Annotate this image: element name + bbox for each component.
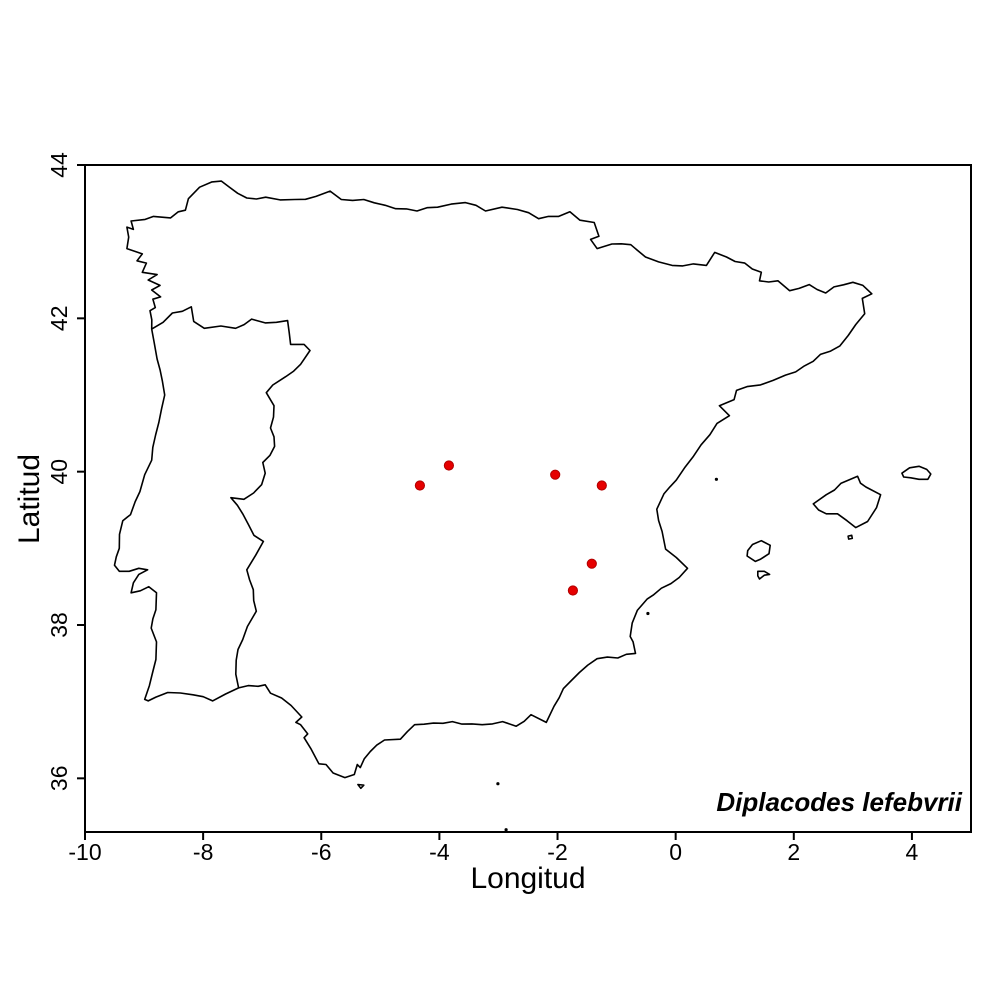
occurrence-point — [443, 460, 454, 471]
y-tick-label: 38 — [46, 612, 72, 638]
portugal-spain-border — [151, 306, 311, 689]
x-tick-label: -8 — [193, 839, 213, 865]
x-tick-label: 4 — [906, 839, 919, 865]
species-annotation: Diplacodes lefebvrii — [716, 787, 962, 817]
coastline-menorca — [901, 465, 932, 481]
y-tick-label: 42 — [46, 306, 72, 332]
coastline-iberia — [113, 180, 873, 779]
occurrence-point — [414, 480, 425, 491]
coastline-mallorca — [812, 475, 882, 529]
x-axis-title: Longitud — [470, 862, 586, 895]
x-tick-label: -2 — [547, 839, 567, 865]
occurrence-point — [596, 480, 607, 491]
y-tick-label: 40 — [46, 459, 72, 485]
y-tick-label: 36 — [46, 766, 72, 792]
islet-mark — [504, 828, 508, 832]
coastline-ibiza — [746, 539, 771, 563]
axes: -10 -8 -6 -4 -2 0 2 4 36 38 40 42 44 — [46, 152, 972, 865]
plot-border-box — [84, 164, 972, 833]
islet-mark — [714, 477, 719, 481]
occurrence-point — [567, 585, 579, 596]
map-outline — [113, 180, 932, 832]
x-tick-label: 2 — [787, 839, 800, 865]
coastline-ceuta — [357, 783, 365, 790]
x-tick-label: -4 — [429, 839, 450, 865]
y-tick-label: 44 — [46, 152, 72, 178]
x-tick-label: 0 — [669, 839, 682, 865]
islet-mark — [496, 782, 500, 786]
y-axis-title: Latitud — [13, 453, 46, 545]
occurrence-point — [586, 558, 597, 569]
occurrence-point — [550, 469, 561, 480]
coastline-formentera — [757, 570, 771, 580]
x-tick-label: -6 — [311, 839, 331, 865]
coastline-cabrera — [847, 534, 854, 540]
x-tick-label: -10 — [68, 839, 101, 865]
islet-mark — [646, 611, 650, 616]
occurrence-points — [414, 460, 607, 596]
